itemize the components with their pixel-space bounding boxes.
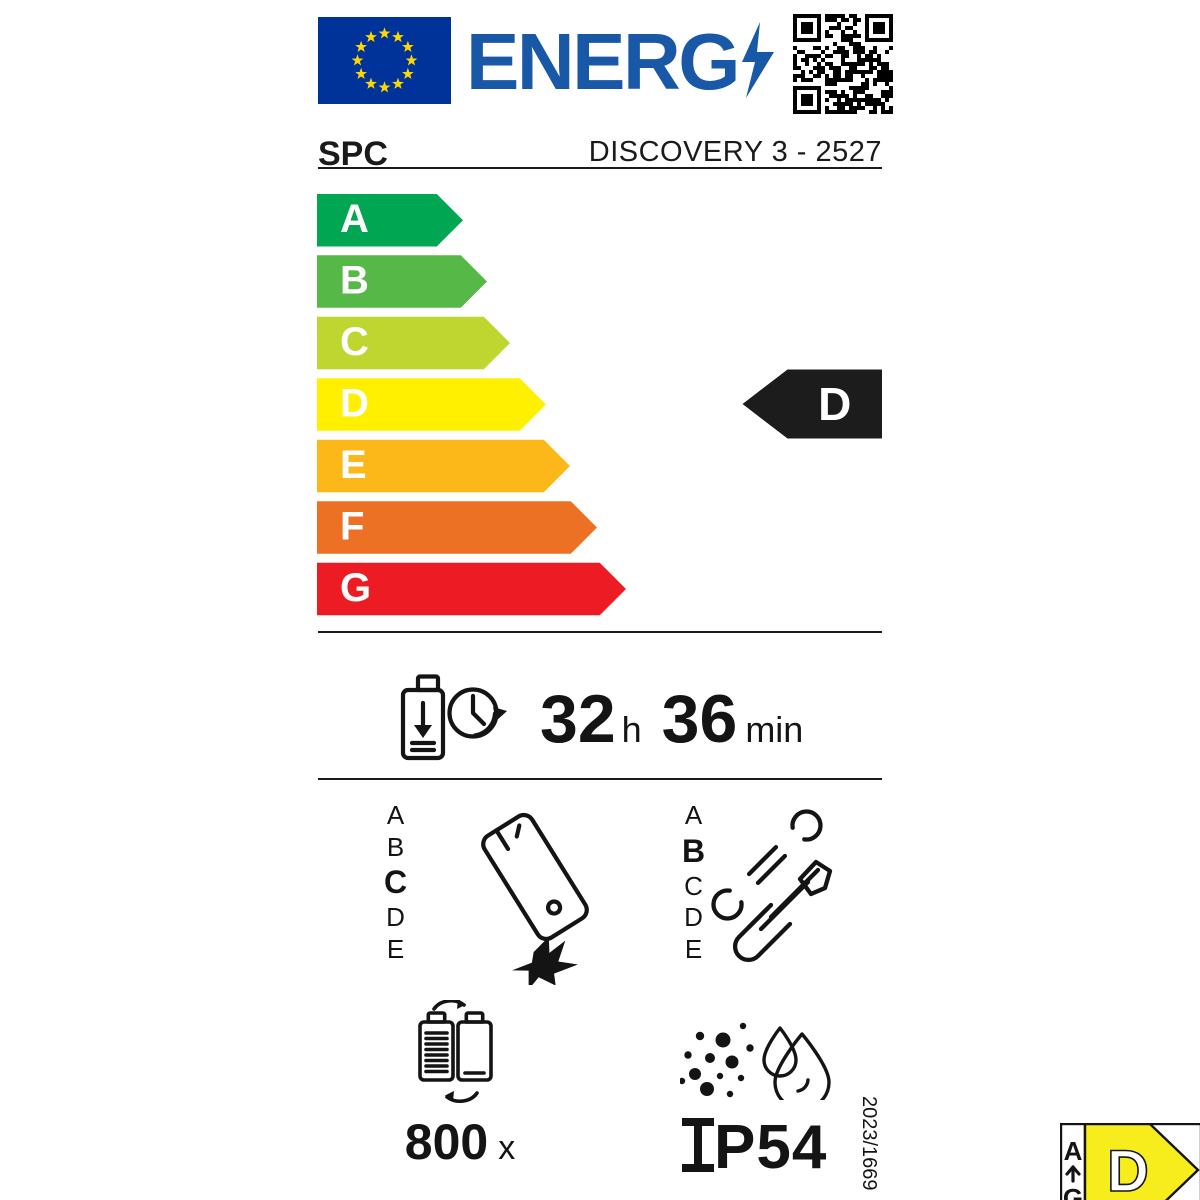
svg-text:D: D [1107,1139,1149,1200]
svg-text:A: A [1064,1136,1083,1166]
svg-text:A: A [340,197,369,241]
svg-text:P54: P54 [714,1113,827,1180]
svg-text:E: E [340,443,367,487]
svg-text:G: G [1063,1183,1083,1200]
svg-text:F: F [340,505,364,549]
svg-text:D: D [340,382,369,426]
svg-text:C: C [340,320,369,364]
svg-text:D: D [818,378,851,430]
svg-text:G: G [340,566,371,610]
svg-text:B: B [340,259,369,303]
